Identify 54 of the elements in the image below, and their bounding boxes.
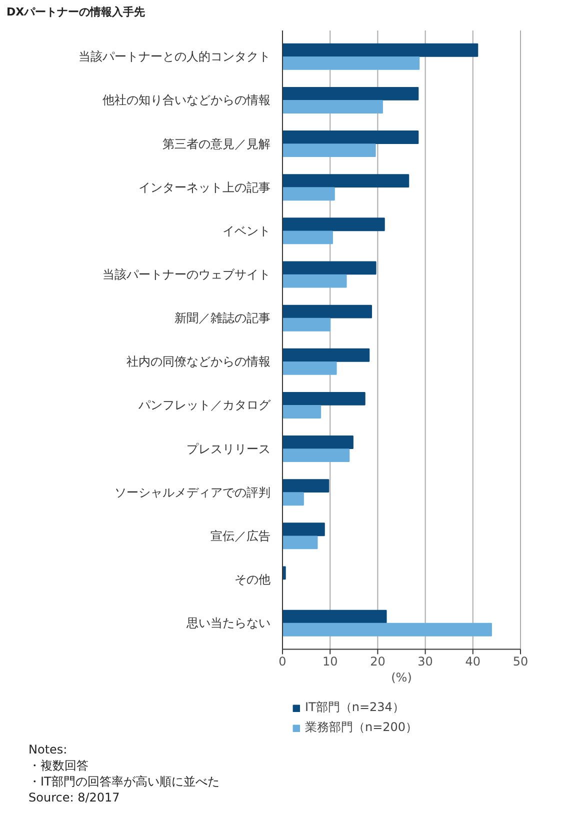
legend-label: IT部門（n=234）: [305, 699, 404, 716]
y-tick-label: パンフレット／カタログ: [138, 398, 272, 412]
bar: [282, 479, 330, 493]
legend-label: 業務部門（n=200）: [305, 719, 418, 736]
text: ・IT部門の回答率が高い順に並べた: [28, 774, 220, 788]
bar: [282, 174, 410, 188]
y-tick-label: 他社の知り合いなどからの情報: [102, 93, 270, 108]
y-tick-label: 社内の同僚などからの情報: [126, 354, 270, 369]
x-axis-title: (%): [391, 670, 412, 684]
bar: [282, 86, 419, 100]
bar: [282, 536, 318, 550]
bar: [282, 348, 370, 362]
x-tick-label: 20: [370, 654, 386, 668]
x-tick-label: 10: [322, 654, 338, 668]
bar: [282, 610, 387, 624]
bar: [282, 436, 354, 449]
bar: [282, 144, 376, 158]
bar: [282, 261, 376, 275]
bar: [282, 392, 366, 406]
x-tick-label: 40: [465, 654, 481, 668]
bar: [282, 274, 347, 288]
y-tick-label: 新聞／雑誌の記事: [174, 311, 270, 326]
bar: [282, 361, 337, 375]
bar: [282, 492, 304, 506]
x-tick-label: 50: [512, 654, 528, 668]
bar: [282, 318, 331, 332]
y-tick-label: 宣伝／広告: [210, 528, 270, 543]
bar: [282, 448, 350, 462]
bar: [282, 187, 335, 201]
y-tick-label: インターネット上の記事: [138, 180, 270, 194]
x-tick-label: 0: [278, 654, 286, 668]
y-tick-label: ソーシャルメディアでの評判: [114, 485, 270, 500]
bar: [282, 100, 383, 114]
bar: [282, 130, 419, 144]
bar: [282, 405, 322, 418]
bar: [282, 622, 492, 636]
y-tick-label: プレスリリース: [186, 442, 270, 456]
y-tick-label: 第三者の意見／見解: [162, 136, 270, 151]
x-tick-label: 30: [418, 654, 433, 668]
bar: [282, 56, 420, 70]
bar: [282, 230, 333, 244]
y-tick-label: 当該パートナーとの人的コンタクト: [78, 50, 270, 64]
y-tick-label: その他: [234, 572, 270, 586]
text: ・複数回答: [28, 758, 88, 772]
bar: [282, 43, 478, 57]
source-note: Source: 8/2017: [28, 790, 120, 804]
y-tick-label: イベント: [222, 224, 270, 238]
bar: [282, 218, 385, 232]
y-tick-label: 当該パートナーのウェブサイト: [102, 268, 270, 282]
y-tick-label: 思い当たらない: [186, 616, 270, 630]
bar: [282, 304, 372, 318]
bar: [282, 522, 325, 536]
text: Notes:: [28, 742, 68, 756]
text: DXパートナーの情報入手先: [6, 6, 146, 18]
